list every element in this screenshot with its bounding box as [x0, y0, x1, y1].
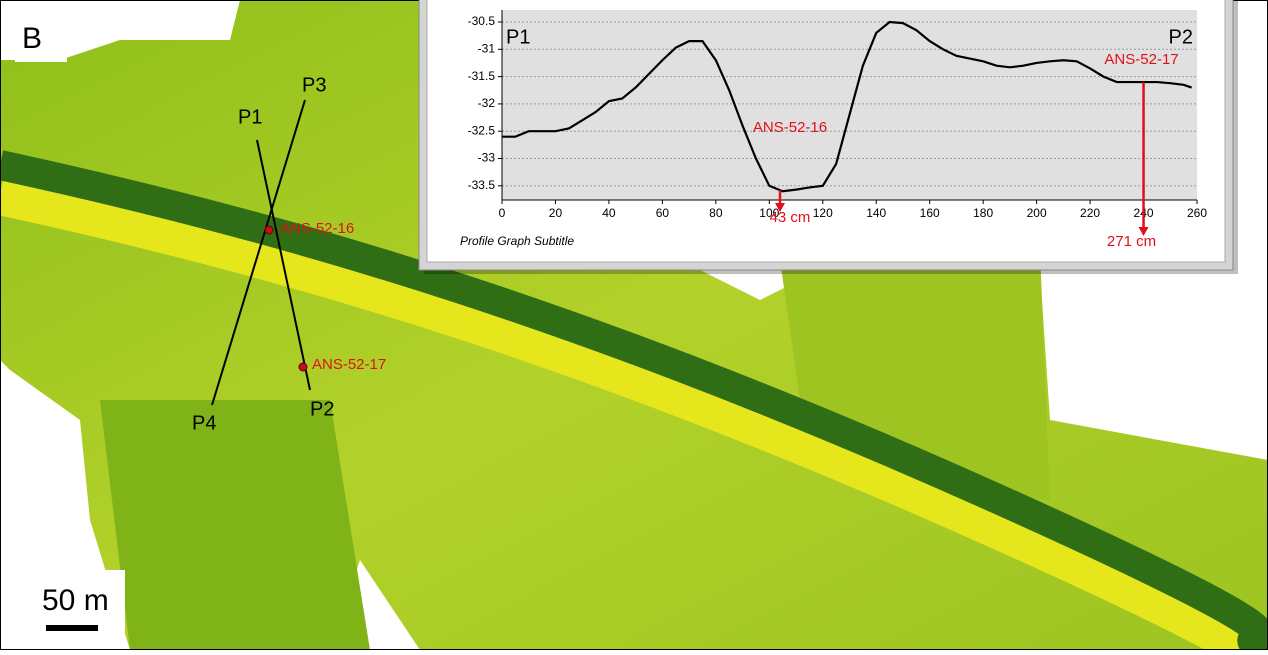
point-label: P2	[310, 398, 334, 420]
point-label: P1	[238, 106, 262, 128]
point-label: P4	[192, 412, 216, 434]
core-label: ANS-52-17	[312, 356, 386, 373]
x-tick-label: 260	[1187, 206, 1207, 220]
x-tick-label: 180	[973, 206, 993, 220]
profile-line	[256, 139, 311, 391]
y-tick-label: -33.5	[468, 178, 496, 192]
x-tick-label: 80	[709, 206, 723, 220]
y-tick-label: -31.5	[468, 69, 496, 83]
depth-label: 271 cm	[1107, 233, 1156, 250]
y-tick-label: -30.5	[468, 14, 496, 28]
profile-line	[211, 99, 306, 406]
scale-label: 50 m	[42, 584, 109, 617]
subtitle: Profile Graph Subtitle	[460, 234, 574, 248]
x-tick-label: 40	[602, 206, 616, 220]
core-label: ANS-52-17	[1104, 51, 1178, 68]
core-point	[264, 225, 274, 235]
profile-chart: -33.5 -33 -32.5 -32 -31.5 -31 -30.5 0 20 40 60 80 10…	[460, 10, 1207, 250]
core-point	[298, 362, 308, 372]
start-label: P1	[506, 26, 530, 48]
x-tick-label: 100	[759, 206, 779, 220]
x-tick-label: 220	[1080, 206, 1100, 220]
x-tick-label: 20	[549, 206, 563, 220]
panel-label: B	[22, 22, 42, 55]
depth-label: 43 cm	[770, 209, 811, 226]
profile-line	[502, 20, 1193, 193]
x-tick-label: 60	[656, 206, 670, 220]
scale-bar	[46, 625, 98, 631]
y-tick-label: -31	[478, 41, 496, 55]
point-label: P3	[302, 74, 326, 96]
y-tick-label: -32	[478, 96, 496, 110]
y-tick-label: -32.5	[468, 123, 496, 137]
x-tick-label: 140	[866, 206, 886, 220]
end-label: P2	[1169, 26, 1193, 48]
x-tick-label: 0	[499, 206, 506, 220]
core-label: ANS-52-16	[753, 119, 827, 136]
y-tick-label: -33	[478, 151, 496, 165]
x-tick-label: 160	[920, 206, 940, 220]
arrow-head	[1138, 227, 1149, 236]
core-label: ANS-52-16	[280, 220, 354, 237]
x-tick-label: 200	[1027, 206, 1047, 220]
x-tick-label: 120	[813, 206, 833, 220]
arrow-head	[775, 203, 785, 212]
